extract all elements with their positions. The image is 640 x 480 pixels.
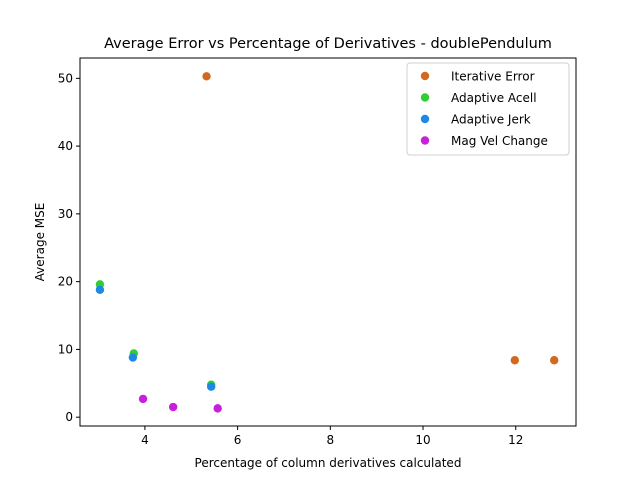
y-tick-label: 0 xyxy=(65,410,73,424)
data-point xyxy=(95,285,105,294)
legend-marker xyxy=(420,114,430,124)
legend-marker xyxy=(420,71,430,81)
plot-area xyxy=(95,72,559,413)
y-tick-label: 10 xyxy=(58,342,73,356)
data-point xyxy=(168,402,178,412)
data-point xyxy=(550,356,559,365)
x-tick-label: 12 xyxy=(508,433,523,447)
y-tick-label: 40 xyxy=(58,139,73,153)
data-point xyxy=(202,72,211,81)
y-tick-label: 50 xyxy=(58,71,73,85)
legend-marker xyxy=(420,93,430,102)
y-tick-label: 30 xyxy=(58,207,73,221)
legend-label: Mag Vel Change xyxy=(451,134,548,148)
data-point xyxy=(138,394,148,404)
chart-title: Average Error vs Percentage of Derivativ… xyxy=(104,36,552,52)
data-point xyxy=(128,353,138,362)
data-point xyxy=(213,404,222,413)
legend: Iterative Error Adaptive Acell Adaptive Je… xyxy=(406,62,570,156)
data-point xyxy=(510,356,520,365)
legend-box xyxy=(406,62,570,156)
y-axis: 0 10 20 30 40 50 xyxy=(58,71,80,424)
legend-marker xyxy=(420,136,430,145)
x-tick-label: 8 xyxy=(326,433,334,447)
x-axis-title: Percentage of column derivatives calcula… xyxy=(195,456,462,470)
x-axis: 4 6 8 10 12 xyxy=(141,426,523,447)
x-tick-label: 6 xyxy=(234,433,242,447)
y-axis-title: Average MSE xyxy=(33,203,47,282)
y-tick-label: 20 xyxy=(58,275,73,289)
x-tick-label: 10 xyxy=(415,433,430,447)
data-point xyxy=(206,382,216,391)
legend-label: Iterative Error xyxy=(451,70,535,84)
legend-label: Adaptive Jerk xyxy=(451,113,531,127)
plot-frame xyxy=(79,57,577,427)
x-tick-label: 4 xyxy=(141,433,149,447)
legend-label: Adaptive Acell xyxy=(451,91,537,105)
